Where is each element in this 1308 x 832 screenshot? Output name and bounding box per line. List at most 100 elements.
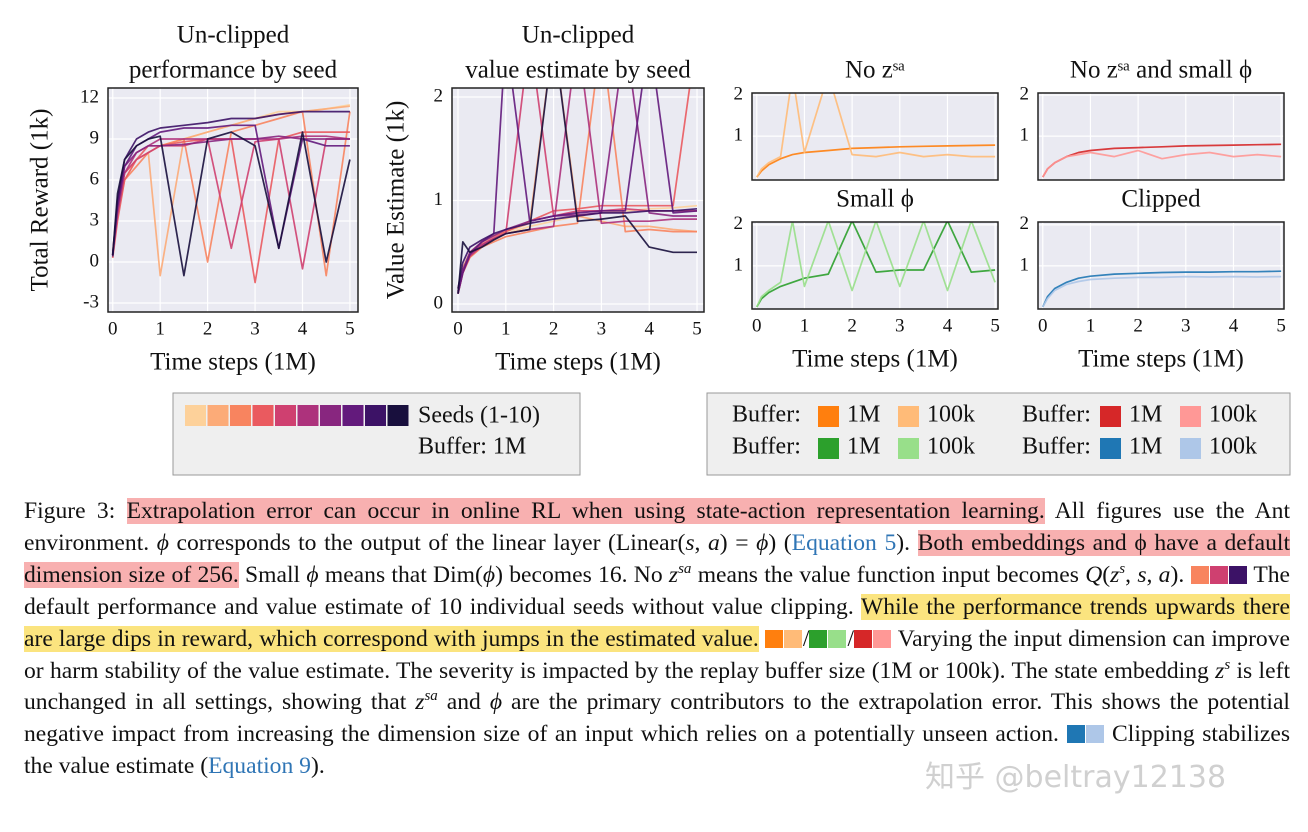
legend-label: Buffer: 1M [418, 434, 526, 460]
x-tick-label: 4 [644, 318, 654, 339]
x-tick-label: 1 [501, 318, 511, 339]
y-tick-label: 1 [734, 124, 744, 145]
x-tick-label: 1 [155, 318, 165, 339]
caption-text: z [1110, 561, 1120, 588]
y-tick-label: 0 [90, 250, 100, 271]
caption-link[interactable]: Equation 5 [791, 529, 897, 556]
caption-text: z [415, 689, 425, 716]
legend-label: 100k [927, 434, 975, 460]
caption-text: ) = [719, 529, 757, 556]
chart-title: No zˢᵃ [845, 57, 905, 84]
y-tick-label: 2 [434, 85, 444, 106]
legend-swatch [898, 406, 919, 427]
caption-text: means the value function input becomes [691, 561, 1086, 588]
legend-swatch [818, 438, 839, 459]
swatch [1209, 565, 1228, 584]
series-line [111, 131, 351, 277]
caption-text: Clipping stabilizes the value estimate ( [24, 721, 1291, 780]
caption-text: s [685, 529, 695, 556]
caption-text: ( [1102, 561, 1111, 588]
legend-swatch [320, 405, 341, 426]
y-tick-label: 3 [90, 209, 100, 230]
caption-text: Varying the input dimension can improve … [24, 625, 1290, 684]
swatch [783, 629, 802, 648]
legend-swatch [185, 405, 206, 426]
caption-text: ). [1170, 561, 1191, 588]
series-line [457, 88, 697, 294]
caption-text: s [1224, 656, 1231, 673]
series-line [756, 222, 996, 308]
y-tick-label: 1 [1020, 254, 1030, 275]
series-line [756, 93, 996, 178]
caption-text: ). [896, 529, 918, 556]
caption-text: a [1158, 561, 1171, 588]
plot-frame [751, 92, 999, 181]
legend-label: Buffer: [732, 402, 801, 428]
y-tick-label: 2 [734, 213, 744, 234]
y-tick-label: 2 [1020, 213, 1030, 234]
caption-text: s [1119, 560, 1126, 577]
caption-text: ϕ [156, 529, 169, 556]
x-tick-label: 0 [108, 318, 118, 339]
plot-frame [751, 221, 999, 310]
series-line [756, 222, 996, 308]
caption-link[interactable]: Equation 9 [208, 753, 311, 780]
caption: Figure 3: Extrapolation error can occur … [24, 496, 1290, 783]
series-line [1042, 275, 1282, 308]
x-tick-label: 3 [597, 318, 607, 339]
x-tick-label: 2 [203, 318, 213, 339]
x-axis-label: Time steps (1M) [495, 349, 661, 376]
plot-frame [107, 87, 359, 313]
legend-swatch [230, 405, 251, 426]
legend-label: Buffer: [1022, 402, 1091, 428]
y-tick-label: 12 [80, 86, 99, 107]
x-tick-label: 5 [345, 318, 355, 339]
x-axis-label: Time steps (1M) [150, 349, 316, 376]
caption-text: / [847, 625, 854, 652]
y-axis-label: Value Estimate (1k) [383, 101, 410, 300]
caption-text: Figure 3: [24, 498, 127, 524]
color-swatches [1190, 562, 1248, 588]
plot-frame [1037, 221, 1285, 310]
x-axis-label: Time steps (1M) [1078, 346, 1244, 373]
legend-swatch [1100, 406, 1121, 427]
legend-label: 1M [847, 434, 880, 460]
y-tick-label: -3 [83, 291, 99, 312]
series-line [1042, 270, 1282, 308]
chart-title: Small ϕ [836, 186, 914, 213]
color-swatches [854, 626, 892, 652]
plot-frame [1037, 92, 1285, 181]
swatch [1228, 565, 1247, 584]
series-line [111, 124, 350, 256]
legend-swatch [207, 405, 229, 426]
legend-swatch [252, 405, 274, 426]
y-tick-label: 2 [734, 83, 744, 104]
legend-swatch [1180, 438, 1201, 459]
series-line [1042, 149, 1282, 178]
caption-text: s [1137, 561, 1147, 588]
color-swatches [809, 626, 847, 652]
x-tick-label: 4 [1229, 315, 1239, 336]
caption-text: The default performance and value estima… [24, 561, 1291, 620]
legend-swatch [898, 438, 919, 459]
x-tick-label: 3 [1181, 315, 1191, 336]
x-tick-label: 5 [1276, 315, 1286, 336]
x-tick-label: 5 [692, 318, 702, 339]
caption-text: ) ( [768, 529, 792, 556]
legend-label: 100k [927, 402, 975, 428]
legend-label: Seeds (1-10) [418, 403, 540, 429]
x-tick-label: 4 [298, 318, 308, 339]
x-tick-label: 1 [800, 315, 810, 336]
caption-text: ). [310, 753, 325, 780]
y-tick-label: 0 [434, 292, 444, 313]
y-tick-label: 1 [434, 189, 444, 210]
legend-swatch [365, 405, 386, 426]
x-tick-label: 2 [1133, 315, 1143, 336]
legend-label: 1M [1129, 402, 1162, 428]
caption-text: means that Dim( [318, 561, 483, 588]
caption-text: ϕ [482, 561, 496, 588]
chart-title: performance by seed [129, 57, 338, 84]
legend-label: 100k [1209, 434, 1257, 460]
y-tick-label: 9 [90, 127, 100, 148]
